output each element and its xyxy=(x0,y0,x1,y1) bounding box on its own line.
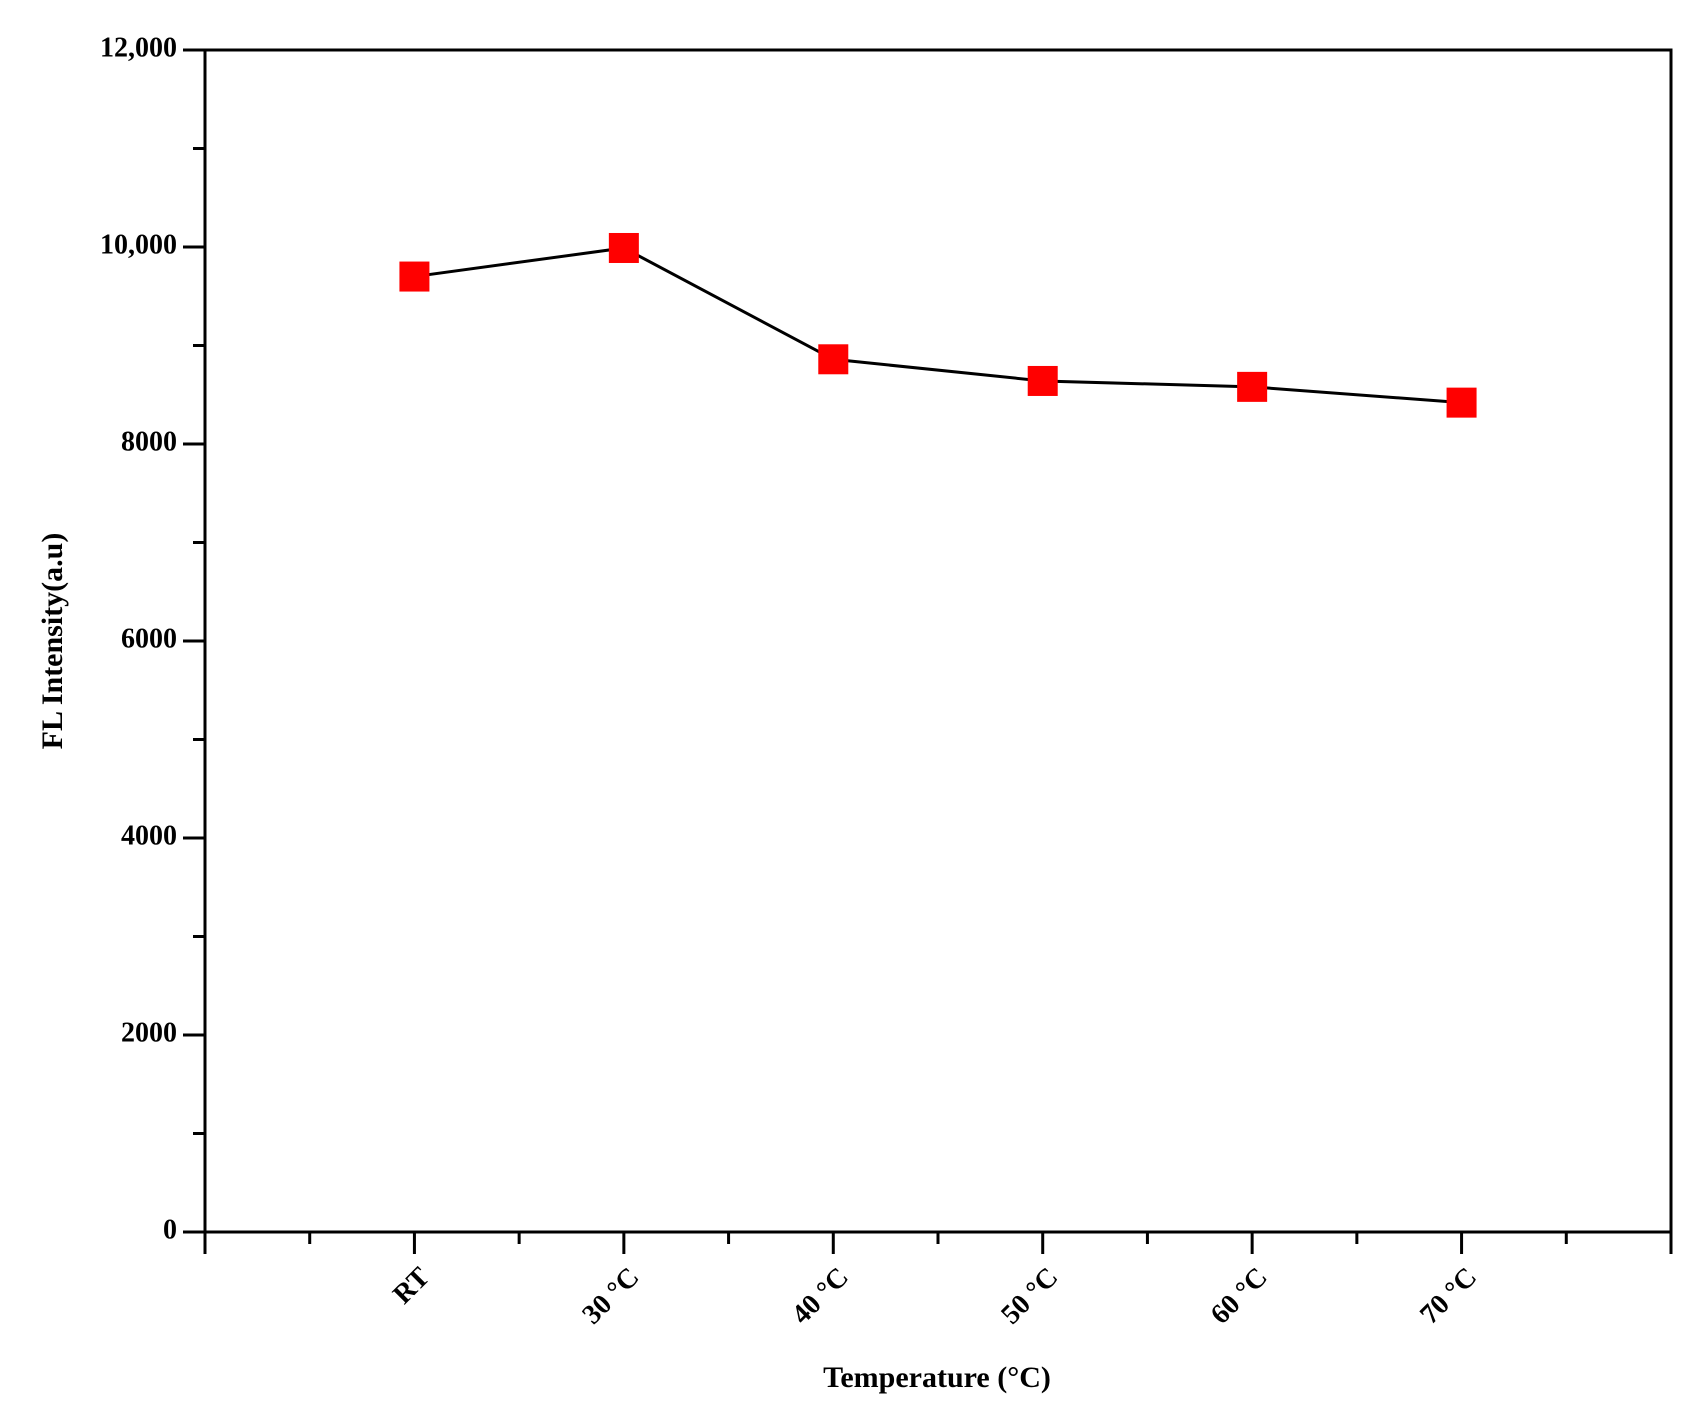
marker xyxy=(399,261,430,292)
y-tick-label: 2000 xyxy=(121,1017,177,1048)
y-tick-label: 4000 xyxy=(121,820,177,851)
marker xyxy=(608,232,639,263)
y-tick-label: 0 xyxy=(163,1214,177,1245)
plot-frame xyxy=(203,48,1673,1234)
y-axis-title: FL Intensity(a.u) xyxy=(36,533,69,750)
marker xyxy=(1027,365,1058,396)
x-tick-label: 40 °C xyxy=(786,1262,855,1331)
x-tick-label: 50 °C xyxy=(995,1262,1064,1331)
y-tick-label: 10,000 xyxy=(100,229,177,260)
x-tick-label: RT xyxy=(387,1261,436,1310)
x-tick-label: 70 °C xyxy=(1414,1262,1483,1331)
y-tick-label: 8000 xyxy=(121,426,177,457)
series-line xyxy=(414,246,1462,405)
marker xyxy=(1446,387,1477,418)
x-tick-label: 30 °C xyxy=(576,1262,645,1331)
y-tick-label: 6000 xyxy=(121,623,177,654)
x-axis-title: Temperature (°C) xyxy=(823,1361,1051,1394)
x-tick-label: 60 °C xyxy=(1205,1262,1274,1331)
y-tick-label: 12,000 xyxy=(100,32,177,63)
marker xyxy=(818,344,849,375)
marker xyxy=(1237,371,1268,402)
